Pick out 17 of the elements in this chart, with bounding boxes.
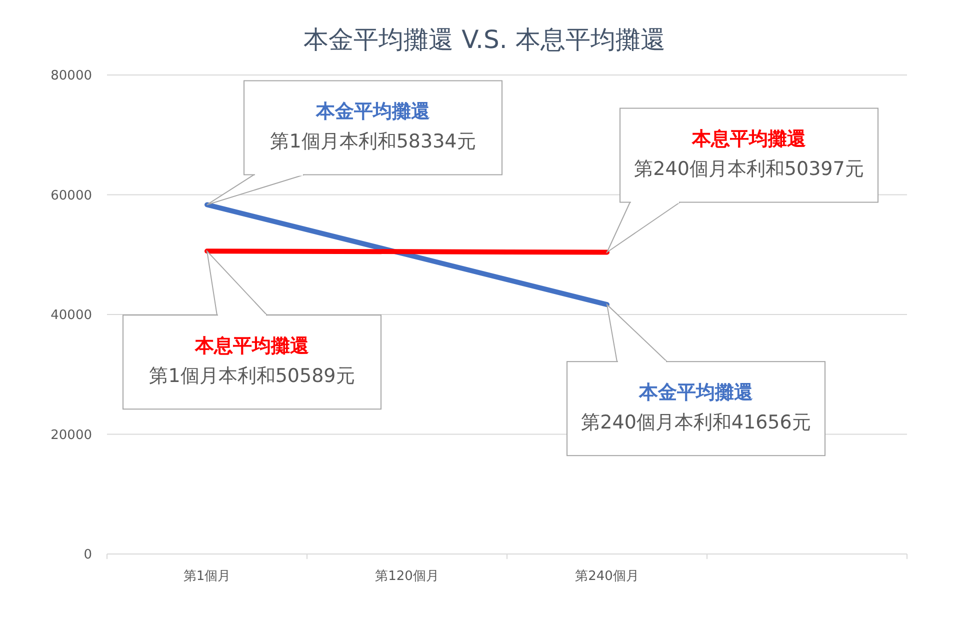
y-tick-label: 0 xyxy=(84,548,92,563)
callout: 本息平均攤還 第240個月本利和50397元 xyxy=(606,108,878,254)
y-tick-label: 80000 xyxy=(50,68,92,84)
y-tick-label: 60000 xyxy=(50,188,92,204)
x-tick-label: 第240個月 xyxy=(575,569,639,584)
callout: 本金平均攤還 第1個月本利和58334元 xyxy=(206,80,502,206)
annotation: 第1個月本利和50589元 xyxy=(149,365,355,388)
annotation: 第240個月本利和41656元 xyxy=(581,412,811,434)
callout: 本息平均攤還 第1個月本利和50589元 xyxy=(122,250,382,410)
x-tick-label: 第120個月 xyxy=(375,569,439,584)
callout: 本金平均攤還 第240個月本利和41656元 xyxy=(566,303,826,456)
y-tick-label: 40000 xyxy=(50,308,92,324)
annotation: 第1個月本利和58334元 xyxy=(270,130,476,153)
annotation: 第240個月本利和50397元 xyxy=(634,158,864,180)
chart-title: 本金平均攤還 V.S. 本息平均攤還 xyxy=(304,25,666,54)
y-tick-label: 20000 xyxy=(50,428,92,443)
x-tick-label: 第1個月 xyxy=(183,569,231,584)
